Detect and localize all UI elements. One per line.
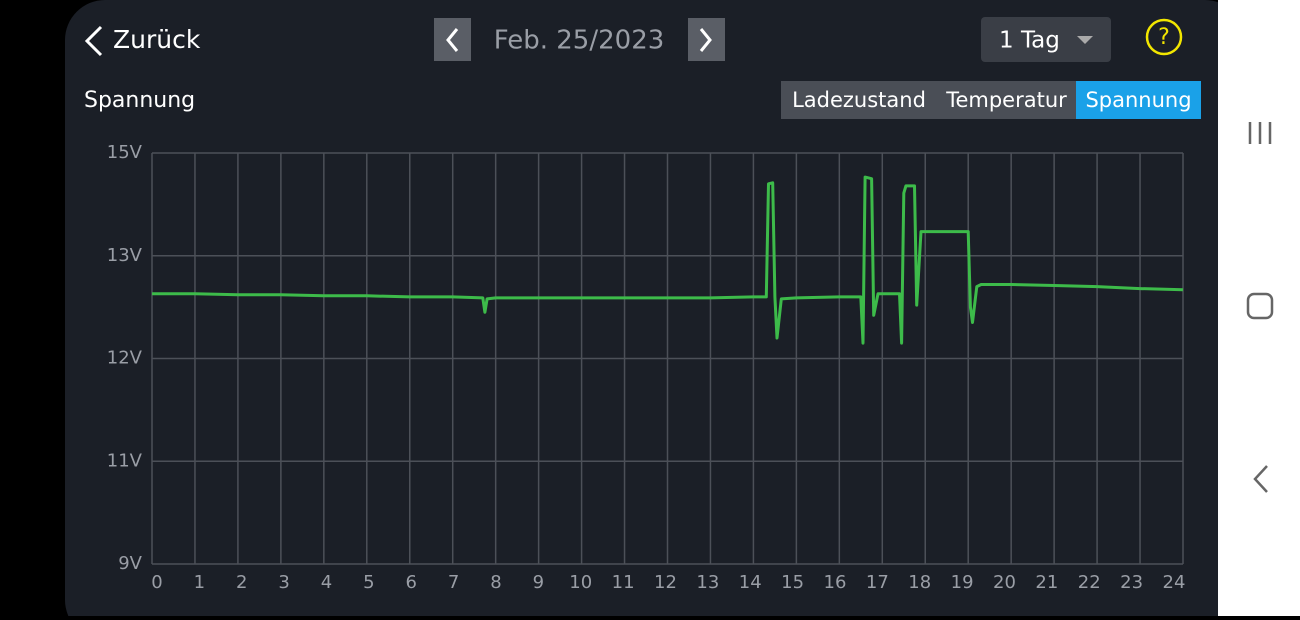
next-day[interactable] <box>688 18 725 61</box>
x-tick-label: 23 <box>1120 572 1143 593</box>
dropdown-arrow <box>1077 36 1093 44</box>
home[interactable] <box>1246 292 1274 320</box>
x-tick-label: 17 <box>866 572 889 593</box>
back-icon[interactable] <box>84 25 103 57</box>
x-tick-label: 21 <box>1035 572 1058 593</box>
x-tick-label: 22 <box>1078 572 1101 593</box>
x-tick-label: 19 <box>951 572 974 593</box>
nav-bar <box>1218 0 1300 616</box>
x-tick-label: 20 <box>993 572 1016 593</box>
help-label: ? <box>1158 25 1170 50</box>
help-icon[interactable] <box>1145 18 1183 56</box>
x-tick-label: 16 <box>824 572 847 593</box>
recent-apps[interactable] <box>1248 122 1272 144</box>
x-tick-label: 3 <box>278 572 289 593</box>
app-panel <box>65 0 1245 620</box>
tab-group: Ladezustand Temperatur Spannung <box>781 81 1201 119</box>
x-tick-label: 1 <box>194 572 205 593</box>
date: Feb. 25/2023 <box>494 26 665 56</box>
range-select[interactable] <box>981 17 1111 62</box>
x-tick-label: 8 <box>490 572 501 593</box>
range-label: 1 Tag <box>999 28 1060 54</box>
x-tick-label: 24 <box>1163 572 1186 593</box>
x-tick-label: 13 <box>696 572 719 593</box>
x-tick-label: 11 <box>612 572 635 593</box>
y-tick-label: 11V <box>107 450 143 471</box>
prev-icon <box>446 28 459 52</box>
x-tick-label: 10 <box>569 572 592 593</box>
next-icon <box>699 28 712 52</box>
tab-label: Spannung <box>1085 88 1191 112</box>
x-tick-label: 12 <box>654 572 677 593</box>
tab[interactable] <box>781 81 937 119</box>
y-tick-label: 12V <box>107 348 143 369</box>
x-tick-label: 0 <box>151 572 162 593</box>
tab-label: Ladezustand <box>792 88 926 112</box>
y-tick-label: 9V <box>118 553 142 574</box>
back-button[interactable]: Zurück <box>113 25 201 54</box>
prev-day[interactable] <box>434 18 471 61</box>
tab-label: Temperatur <box>945 88 1067 112</box>
x-tick-label: 14 <box>739 572 762 593</box>
tab[interactable] <box>937 81 1076 119</box>
x-tick-label: 4 <box>321 572 332 593</box>
x-tick-label: 15 <box>781 572 804 593</box>
tab[interactable] <box>1076 81 1201 119</box>
nav-back[interactable] <box>1253 465 1268 493</box>
x-tick-label: 7 <box>448 572 459 593</box>
y-tick-label: 13V <box>107 245 143 266</box>
x-tick-label: 18 <box>908 572 931 593</box>
nav-icons <box>1246 122 1274 493</box>
x-tick-label: 9 <box>533 572 544 593</box>
x-tick-label: 2 <box>236 572 247 593</box>
y-tick-label: 15V <box>107 142 143 163</box>
chart-title: Spannung <box>84 88 195 113</box>
x-tick-label: 6 <box>406 572 417 593</box>
data-line <box>152 175 1184 345</box>
x-tick-label: 5 <box>363 572 374 593</box>
